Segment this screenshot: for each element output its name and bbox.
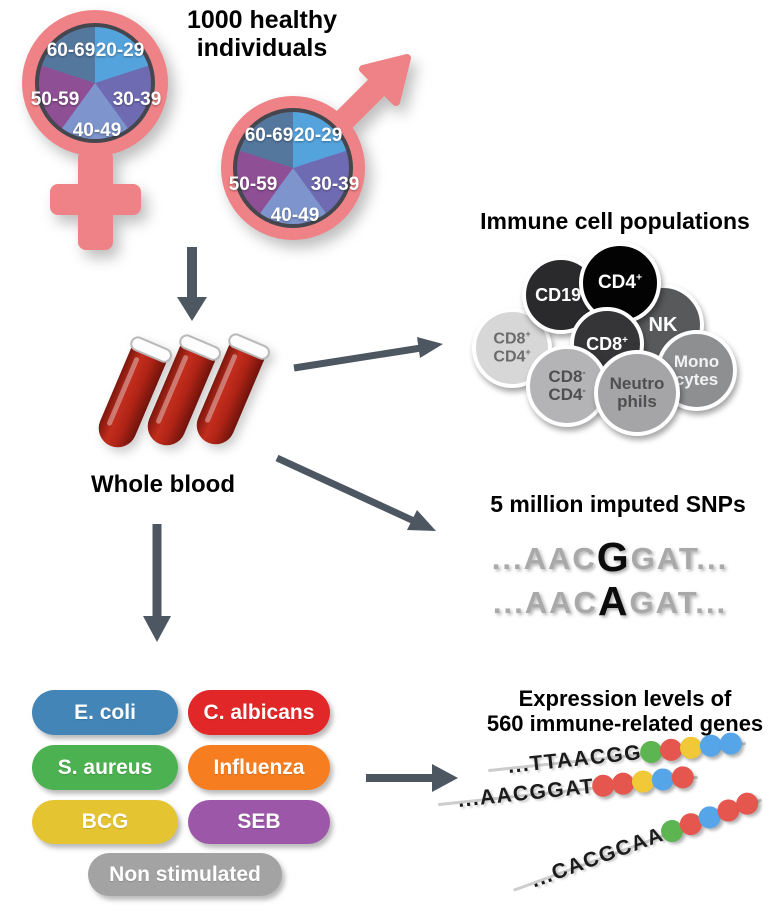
female-symbol: 20-29 30-39 40-49 50-59 60-69 [20,10,200,260]
cell-label: NK [648,313,678,336]
snp-sequence-alternate: ...AACAGAT... [430,576,771,624]
snp-variant-letter: G [596,534,631,580]
cell-neutrophils: Neutro phils [594,350,680,436]
expression-title: Expression levels of 560 immune-related … [465,686,771,736]
arrow-blood-to-cells [293,337,443,372]
pie-label-60-69: 60-69 [46,40,96,61]
pie-label-40-49: 40-49 [270,205,320,226]
stimulus-seb: SEB [188,800,330,844]
cell-label: Neutro phils [609,374,665,411]
male-age-pie: 20-29 30-39 40-49 50-59 60-69 [229,108,359,228]
cohort-title-line1: 1000 healthy [186,6,338,34]
expression-title-line2: 560 immune-related genes [486,710,764,736]
snp-sequence-reference: ...AACGGAT... [430,532,771,580]
pie-label-60-69: 60-69 [244,125,294,146]
pie-label-50-59: 50-59 [30,89,80,110]
cohort-title-line2: individuals [196,34,328,62]
expression-title-line1: Expression levels of [518,686,732,711]
snp-prefix: ...AAC [492,585,598,620]
male-symbol: 20-29 30-39 40-49 50-59 60-69 [215,50,415,245]
pie-label-20-29: 20-29 [95,40,145,61]
stimulus-bcg: BCG [32,800,178,844]
snp-variant-letter: A [597,578,630,624]
expression-dot [718,731,743,756]
stimulus-e-coli: E. coli [32,690,178,735]
arrow-blood-to-stimulations [143,524,171,642]
snps-title: 5 million imputed SNPs [490,491,746,517]
pie-label-30-39: 30-39 [310,174,360,195]
expression-dot [670,765,695,790]
arrow-stimulations-to-expression [366,764,458,792]
snp-suffix: GAT... [629,585,728,620]
immune-cells-title: Immune cell populations [480,208,750,234]
cell-label: CD4+ [597,272,643,294]
cohort-title: 1000 healthy individuals [142,6,382,62]
female-cross-bar [50,184,141,215]
cell-label: CD8+ [586,333,628,354]
stimulus-s-aureus: S. aureus [32,745,178,790]
cell-label: Mono cytes [673,351,720,389]
stimulus-c-albicans: C. albicans [188,690,330,735]
stimulus-influenza: Influenza [188,745,330,790]
snp-prefix: ...AAC [491,541,597,576]
stimulus-non-stimulated: Non stimulated [88,853,282,896]
cell-label: CD8- CD4- [548,367,586,404]
pie-label-40-49: 40-49 [72,120,122,141]
expression-strand-3: ...CACGCAA [513,789,762,894]
snp-suffix: GAT... [630,541,729,576]
strand-sequence: ...CACGCAA [527,822,668,893]
pie-label-50-59: 50-59 [228,174,278,195]
whole-blood-label: Whole blood [91,471,235,498]
strand-sequence: ...AACGGAT [456,774,596,812]
pie-label-30-39: 30-39 [112,89,162,110]
pie-label-20-29: 20-29 [293,125,343,146]
cell-label: CD8+ CD4+ [493,328,531,366]
female-age-pie: 20-29 30-39 40-49 50-59 60-69 [31,23,161,143]
